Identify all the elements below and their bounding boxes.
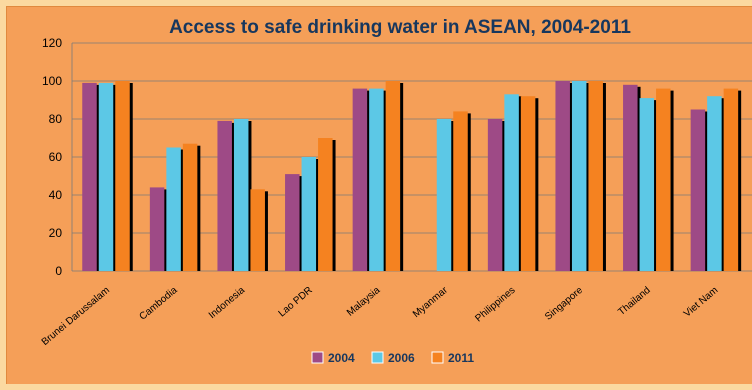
bar xyxy=(98,82,114,272)
y-tick-label: 40 xyxy=(49,188,63,202)
bar xyxy=(318,138,333,271)
bar xyxy=(723,88,739,271)
bar xyxy=(352,88,368,271)
y-tick-label: 100 xyxy=(42,74,62,88)
x-tick-label: Thailand xyxy=(616,285,652,318)
y-tick-label: 0 xyxy=(55,264,62,278)
bars xyxy=(82,81,742,272)
bar xyxy=(453,111,468,272)
bar xyxy=(149,187,165,271)
bar xyxy=(504,94,519,271)
bar xyxy=(115,81,130,271)
bar xyxy=(217,120,232,272)
x-axis: Brunei Darussalam Cambodia Indonesia Lao PD… xyxy=(40,284,721,348)
legend-swatch xyxy=(431,351,444,364)
bar xyxy=(707,96,722,271)
bar xyxy=(233,119,249,271)
bar xyxy=(166,147,181,271)
bar xyxy=(285,174,300,271)
bar xyxy=(690,109,706,271)
bar xyxy=(555,81,570,271)
legend-label: 2006 xyxy=(388,351,415,365)
x-tick-label: Indonesia xyxy=(207,285,248,322)
legend-label: 2011 xyxy=(448,351,474,365)
x-tick-label: Viet Nam xyxy=(682,285,720,320)
legend: 2004 2006 2011 xyxy=(311,351,474,365)
y-tick-label: 20 xyxy=(49,226,63,240)
chart-title: Access to safe drinking water in ASEAN, … xyxy=(169,17,631,38)
legend-swatch xyxy=(311,351,324,364)
bar xyxy=(250,189,265,271)
legend-label: 2004 xyxy=(328,351,355,365)
bar xyxy=(588,81,603,271)
x-tick-label: Cambodia xyxy=(138,285,180,323)
bar xyxy=(369,88,384,271)
x-tick-label: Singapore xyxy=(543,285,585,323)
bar xyxy=(623,84,638,271)
x-tick-label: Brunei Darussalam xyxy=(40,285,112,348)
y-tick-label: 80 xyxy=(49,112,63,126)
bar xyxy=(571,81,587,271)
x-tick-label: Myanmar xyxy=(411,284,451,320)
bar xyxy=(385,81,401,271)
x-tick-label: Philippines xyxy=(473,285,517,325)
bar xyxy=(520,96,536,271)
bar xyxy=(487,119,503,271)
bar xyxy=(656,88,671,271)
legend-swatch xyxy=(371,351,384,364)
bar xyxy=(82,82,97,272)
y-tick-label: 60 xyxy=(49,150,63,164)
y-tick-label: 120 xyxy=(42,36,62,50)
y-axis: 0 20 40 60 80 100 120 xyxy=(42,36,73,278)
x-tick-label: Malaysia xyxy=(345,285,383,319)
bar xyxy=(436,119,452,271)
bar xyxy=(301,157,317,271)
bar xyxy=(639,98,655,271)
bar xyxy=(182,143,198,271)
x-tick-label: Lao PDR xyxy=(277,285,315,320)
